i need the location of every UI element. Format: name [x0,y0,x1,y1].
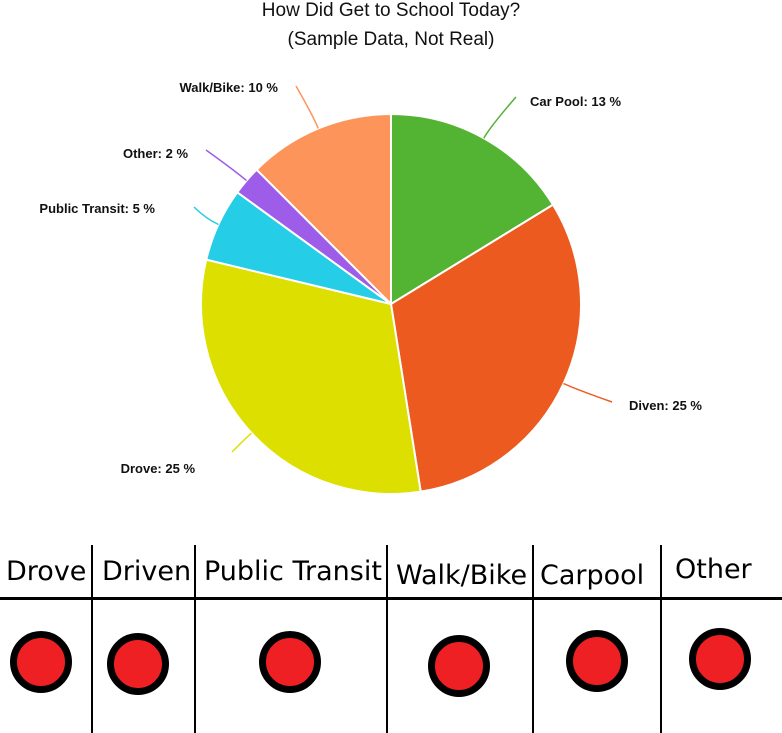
slice-label-car-pool: Car Pool: 13 % [530,94,621,109]
vote-tally: Drove Driven Public Transit Walk/Bike Ca… [0,540,782,733]
column-divider [532,545,534,733]
vote-button-public-transit[interactable] [259,631,321,693]
leader-line-diven [563,382,613,403]
column-divider [660,545,662,733]
tally-divider [0,597,782,600]
column-header-driven: Driven [102,556,192,587]
column-divider [194,545,196,733]
vote-button-walk-bike[interactable] [428,635,490,697]
slice-label-diven: Diven: 25 % [629,398,702,413]
pie-slice-diven [389,203,582,493]
slice-label-public-transit: Public Transit: 5 % [39,201,155,216]
leader-line-car-pool [483,96,517,139]
slice-label-walk-bike: Walk/Bike: 10 % [179,80,278,95]
column-header-walk-bike: Walk/Bike [396,560,528,591]
chart-subtitle: (Sample Data, Not Real) [287,29,495,50]
vote-button-driven[interactable] [107,633,169,695]
pie-slice-car-pool [390,112,555,306]
vote-button-carpool[interactable] [566,630,628,692]
slice-label-drove: Drove: 25 % [121,461,196,476]
column-divider [386,545,388,733]
pie-slice-walk-bike [255,112,392,307]
leader-line-walk-bike [295,85,319,129]
leader-line-other [205,149,247,182]
chart-title: How Did Get to School Today? [261,0,521,21]
column-header-drove: Drove [6,556,87,587]
leader-line-public-transit [193,206,219,226]
column-header-carpool: Carpool [540,560,645,591]
pie-chart: Car Pool: 13 % Diven: 25 % Drove: 25 % P… [39,80,702,495]
vote-button-drove[interactable] [10,631,72,693]
slice-label-other: Other: 2 % [123,146,188,161]
column-header-public-transit: Public Transit [204,556,382,587]
column-divider [91,545,93,733]
pie-slice-drove [200,258,422,495]
vote-button-other[interactable] [689,628,751,690]
leader-line-drove [231,432,253,453]
column-header-other: Other [675,554,752,585]
